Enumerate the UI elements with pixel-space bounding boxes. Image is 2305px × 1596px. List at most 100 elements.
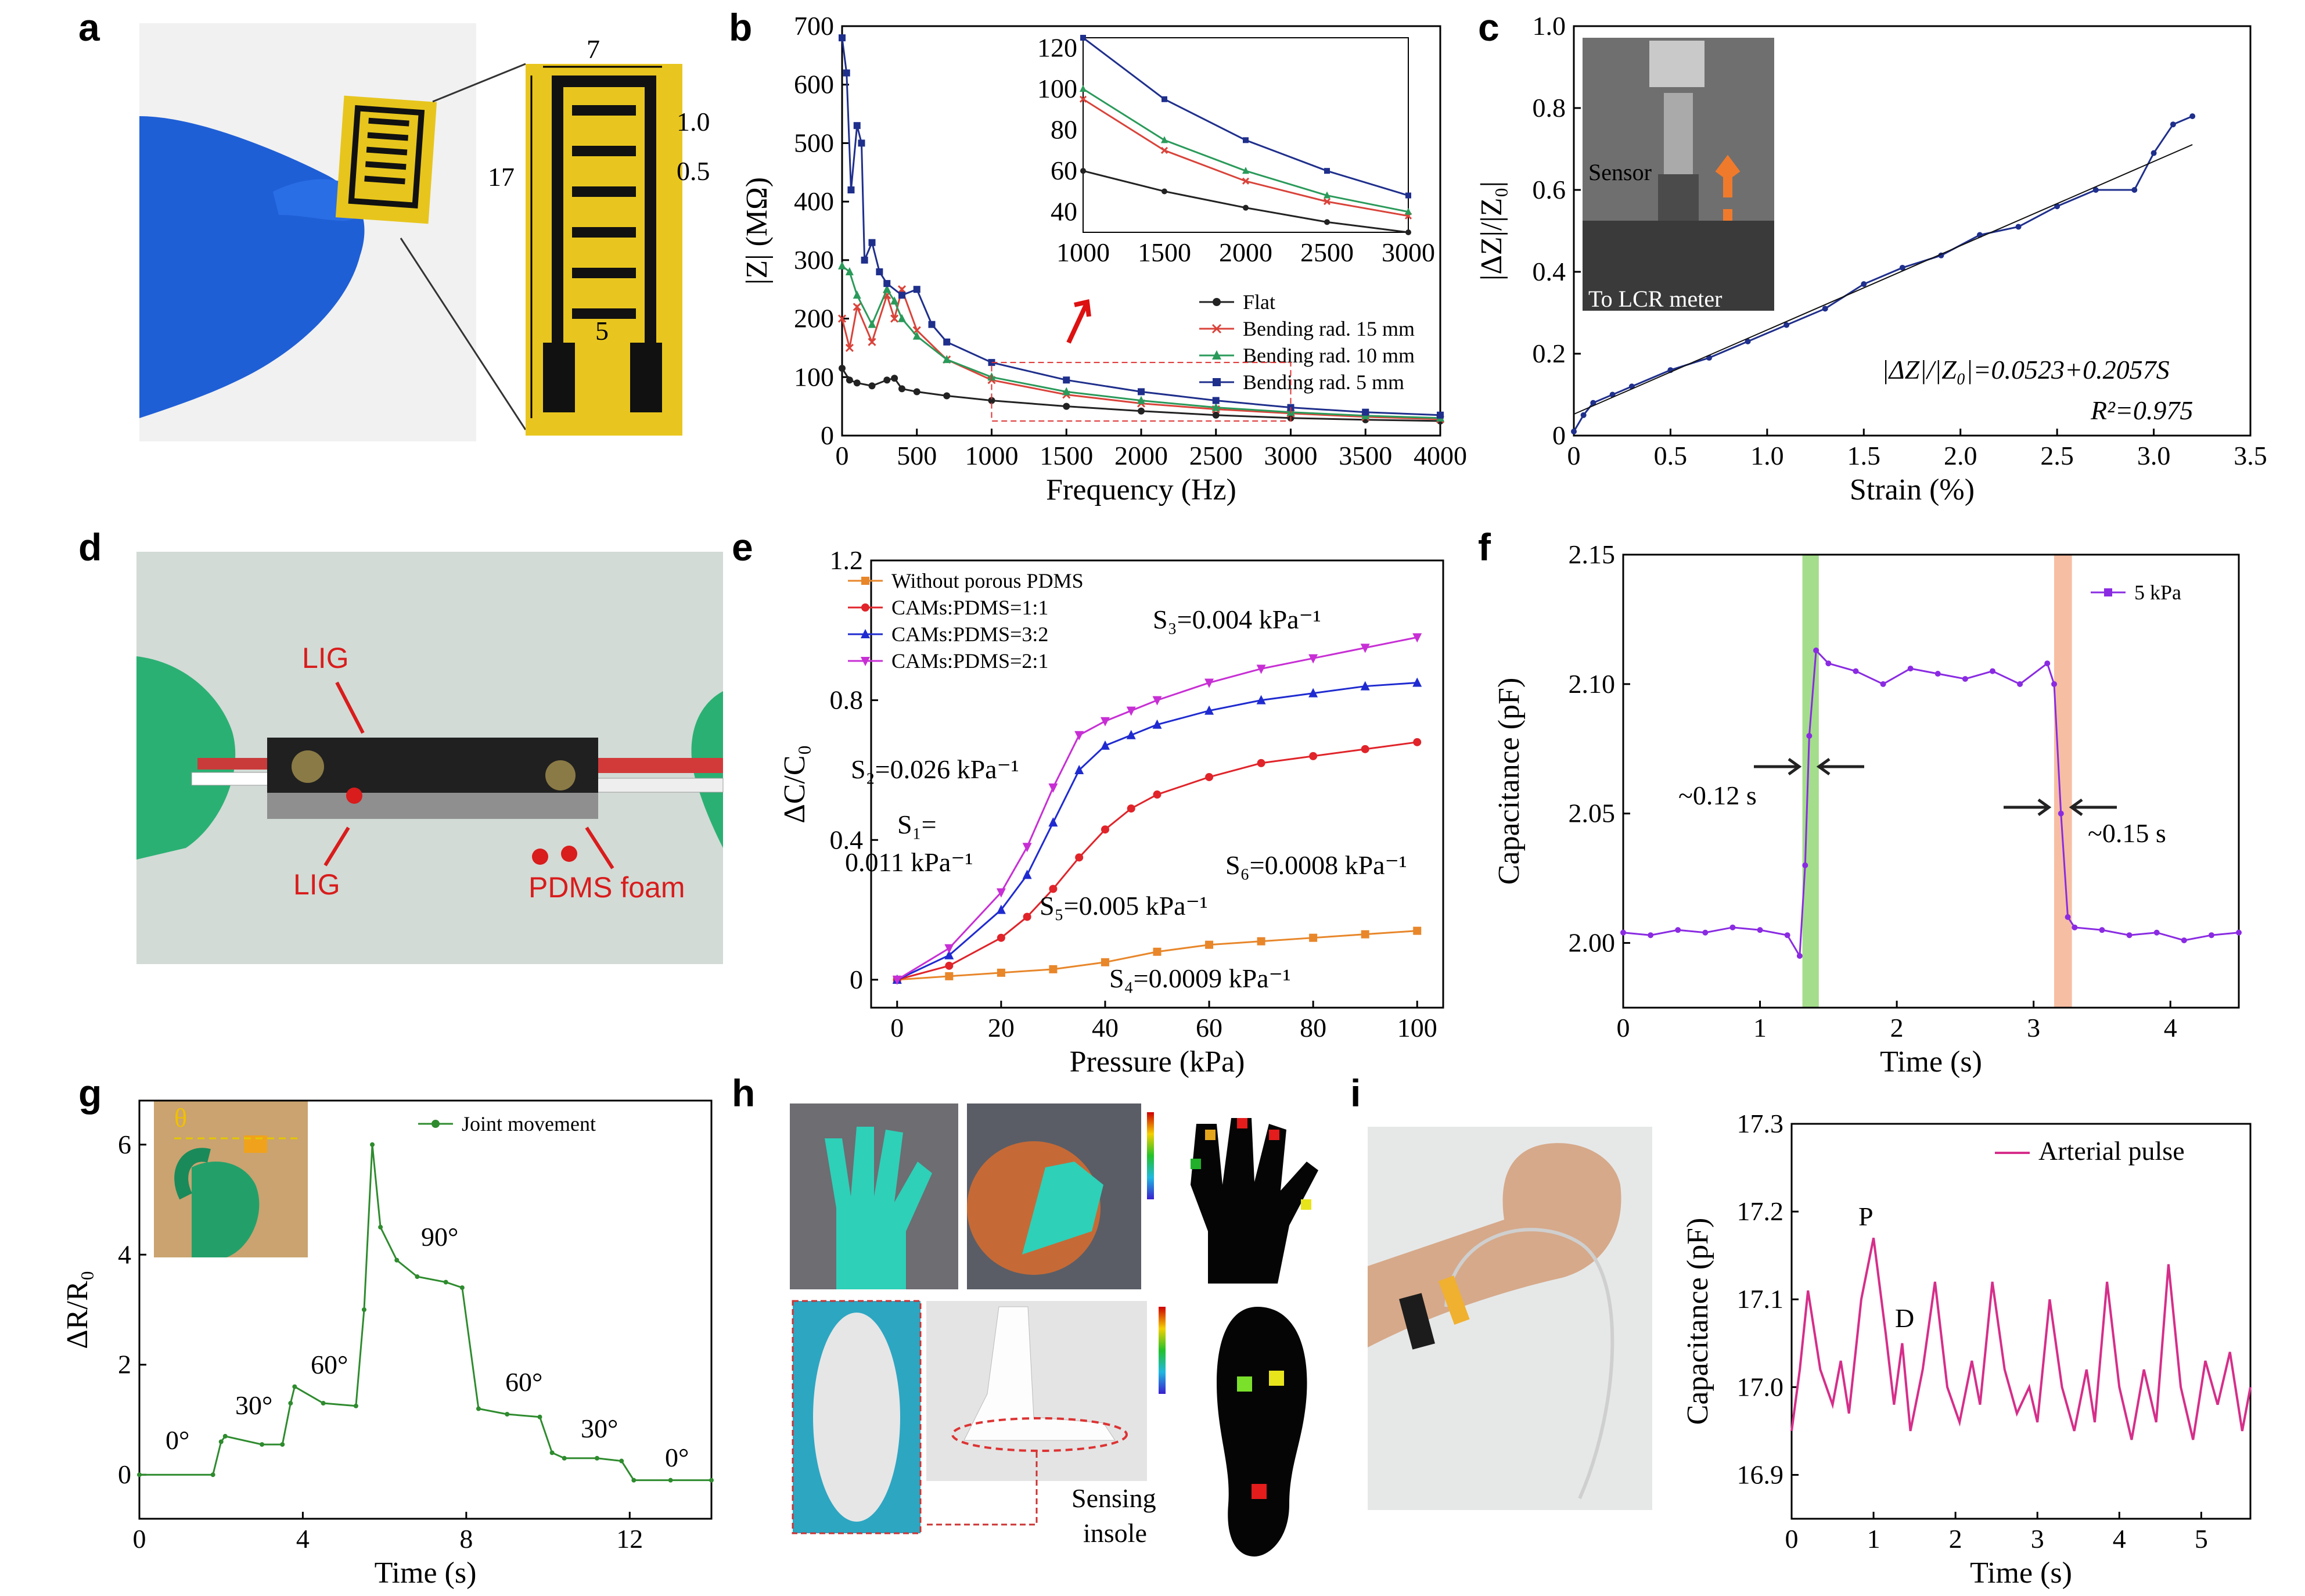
- inset-y-tick-label: 80: [1051, 115, 1077, 145]
- data-point: [1138, 388, 1145, 396]
- data-point: [1783, 322, 1790, 328]
- x-tick-label: 3.5: [2234, 441, 2267, 470]
- data-point: [945, 972, 954, 980]
- panel-i-labels: P D: [1858, 1202, 1914, 1333]
- x-tick-label: 2.0: [1944, 441, 1977, 470]
- x-tick-label: 4: [2113, 1524, 2126, 1554]
- insole-label: Sensing: [1071, 1483, 1156, 1513]
- x-tick-label: 0.5: [1654, 441, 1688, 470]
- data-point: [1413, 738, 1422, 746]
- data-point: [619, 1458, 624, 1464]
- data-point: [843, 69, 850, 77]
- data-point: [292, 1384, 297, 1389]
- y-tick-label: 2.05: [1569, 799, 1616, 828]
- x-tick-label: 3.0: [2137, 441, 2171, 470]
- data-point: [1405, 229, 1411, 235]
- data-point: [853, 303, 861, 311]
- slope-label: S₃=0.004 kPa⁻¹: [1153, 605, 1321, 634]
- data-point: [1205, 940, 1214, 949]
- panel-label: a: [78, 6, 100, 49]
- sensor-point: [1269, 1130, 1279, 1140]
- data-point: [944, 944, 954, 954]
- data-point: [1405, 192, 1411, 199]
- y-tick-label: 2.10: [1569, 669, 1616, 699]
- data-point: [459, 1285, 465, 1291]
- data-point: [1162, 96, 1167, 102]
- y-tick-label: 0: [118, 1460, 131, 1489]
- data-point: [394, 1257, 400, 1263]
- data-point: [1153, 947, 1162, 956]
- data-point: [1362, 408, 1369, 416]
- y-tick-label: 4: [118, 1239, 131, 1269]
- data-point: [2189, 113, 2196, 120]
- y-tick-label: 0.8: [830, 685, 864, 715]
- series-line: [896, 636, 1418, 981]
- dim-pad: 5: [595, 316, 609, 346]
- data-point: [1242, 167, 1249, 174]
- data-point: [1675, 927, 1681, 933]
- data-point: [1784, 932, 1790, 939]
- data-point: [1080, 168, 1086, 174]
- plot-frame: [1790, 1123, 2252, 1520]
- y-tick-label: 0.2: [1533, 339, 1566, 368]
- x-tick-label: 1: [1867, 1524, 1880, 1554]
- x-tick-label: 500: [897, 441, 937, 470]
- panel-g-labels: g 0° 30° 60° 90° 60° 30° 0°: [78, 1072, 689, 1472]
- slope-label: S₁=: [897, 810, 937, 839]
- x-tick-label: 2: [1890, 1013, 1904, 1043]
- zoom-region: [991, 362, 1292, 422]
- panel-h: h Sensing insole: [732, 1072, 1318, 1557]
- inset-x-tick-label: 2000: [1219, 238, 1272, 267]
- sensor-point: [1205, 1130, 1216, 1140]
- fit-line: [1573, 144, 2193, 415]
- inset-y-tick-label: 40: [1051, 197, 1077, 227]
- data-point: [2131, 187, 2138, 193]
- data-point: [1212, 350, 1221, 360]
- legend-label: CAMs:PDMS=3:2: [891, 623, 1048, 646]
- x-tick-label: 2.5: [2040, 441, 2074, 470]
- data-point: [1880, 681, 1886, 687]
- data-point: [1211, 402, 1220, 411]
- legend-label: Joint movement: [462, 1112, 596, 1135]
- data-point: [288, 1401, 293, 1406]
- data-point: [2092, 187, 2099, 193]
- series-line: [842, 265, 1441, 419]
- x-tick-label: 5: [2195, 1524, 2208, 1554]
- data-point: [2181, 937, 2187, 944]
- angle-label: 30°: [581, 1414, 618, 1443]
- x-tick-label: 0: [890, 1013, 904, 1043]
- x-tick-label: 4: [296, 1524, 310, 1554]
- wire-left: [191, 772, 274, 786]
- data-point: [1571, 428, 1577, 434]
- data-point: [1405, 207, 1412, 215]
- data-point: [1162, 188, 1167, 195]
- data-point: [378, 1224, 383, 1230]
- sensor-closeup: 7 17 1.0 0.5 5: [488, 34, 710, 436]
- x-tick-label: 1: [1753, 1013, 1767, 1043]
- data-point: [1161, 136, 1168, 143]
- data-point: [1063, 376, 1070, 384]
- data-point: [1138, 407, 1145, 415]
- data-point: [1861, 281, 1867, 287]
- rise-arrow: [1754, 757, 1864, 776]
- pdms-foam-arrow: [585, 826, 614, 869]
- data-point: [913, 388, 920, 396]
- y-tick-label: 6: [118, 1130, 131, 1159]
- data-point: [1153, 790, 1162, 799]
- y-tick-label: 1.2: [830, 545, 864, 575]
- y-tick-label: 0: [821, 420, 834, 450]
- data-point: [2170, 121, 2176, 128]
- x-tick-label: 4000: [1414, 441, 1467, 470]
- data-point: [1204, 705, 1214, 715]
- legend-label: Bending rad. 5 mm: [1243, 371, 1404, 394]
- data-point: [861, 657, 870, 666]
- data-point: [1204, 678, 1214, 688]
- data-point: [137, 1472, 142, 1478]
- data-point: [218, 1439, 224, 1444]
- data-point: [1990, 668, 1995, 674]
- data-point: [861, 256, 868, 264]
- dim-pitch: 1.0: [677, 107, 710, 136]
- data-point: [898, 385, 905, 393]
- data-point: [928, 321, 936, 328]
- data-point: [1729, 924, 1736, 930]
